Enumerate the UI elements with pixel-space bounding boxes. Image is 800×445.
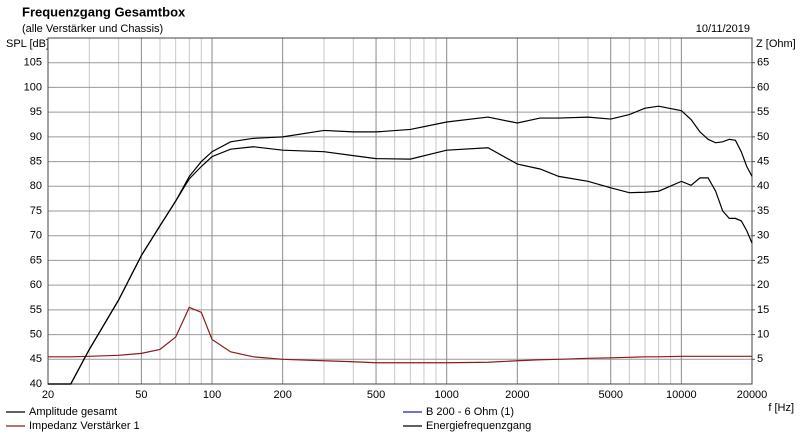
y-tick-label: 65 [30, 254, 42, 266]
x-tick-label: 100 [203, 389, 221, 401]
legend-label: Impedanz Verstärker 1 [29, 420, 140, 432]
chart-date: 10/11/2019 [696, 23, 750, 35]
x-tick-label: 5000 [598, 389, 622, 401]
y2-tick-label: 55 [757, 106, 769, 118]
y2-tick-label: 35 [757, 205, 769, 217]
y-tick-label: 105 [24, 57, 42, 69]
y2-tick-label: 25 [757, 254, 769, 266]
x-tick-label: 20 [42, 389, 54, 401]
x-tick-label: 10000 [666, 389, 697, 401]
y2-axis-label: Z [Ohm] [756, 38, 796, 50]
legend-label: B 200 - 6 Ohm (1) [426, 406, 514, 418]
legend-label: Energiefrequenzgang [426, 420, 531, 432]
y2-tick-label: 65 [757, 57, 769, 69]
y-tick-label: 95 [30, 106, 42, 118]
y-tick-label: 90 [30, 131, 42, 143]
x-tick-label: 500 [367, 389, 385, 401]
y-tick-label: 45 [30, 353, 42, 365]
x-axis-label: f [Hz] [768, 402, 794, 414]
y-tick-label: 100 [24, 81, 42, 93]
chart-subtitle: (alle Verstärker und Chassis) [22, 23, 163, 35]
y-tick-label: 85 [30, 155, 42, 167]
y2-tick-label: 60 [757, 81, 769, 93]
y-tick-label: 75 [30, 205, 42, 217]
x-tick-label: 2000 [505, 389, 529, 401]
chart-title: Frequenzgang Gesamtbox [22, 4, 186, 19]
y2-tick-label: 20 [757, 279, 769, 291]
y-tick-label: 60 [30, 279, 42, 291]
y2-tick-label: 10 [757, 328, 769, 340]
y2-tick-label: 50 [757, 131, 769, 143]
x-tick-label: 200 [273, 389, 291, 401]
y2-tick-label: 15 [757, 304, 769, 316]
legend-label: Amplitude gesamt [29, 406, 117, 418]
x-tick-label: 1000 [434, 389, 458, 401]
y-tick-label: 55 [30, 304, 42, 316]
y-tick-label: 50 [30, 328, 42, 340]
y2-tick-label: 40 [757, 180, 769, 192]
y-tick-label: 70 [30, 230, 42, 242]
series-line [48, 306, 752, 364]
y2-tick-label: 45 [757, 155, 769, 167]
series-line [48, 146, 753, 385]
y-tick-label: 80 [30, 180, 42, 192]
y-tick-label: 40 [30, 378, 42, 390]
x-tick-label: 20000 [737, 389, 768, 401]
y2-tick-label: 30 [757, 230, 769, 242]
y-axis-label: SPL [dB] [6, 38, 49, 50]
plot-border [47, 37, 753, 385]
x-tick-label: 50 [135, 389, 147, 401]
y2-tick-label: 5 [757, 353, 763, 365]
